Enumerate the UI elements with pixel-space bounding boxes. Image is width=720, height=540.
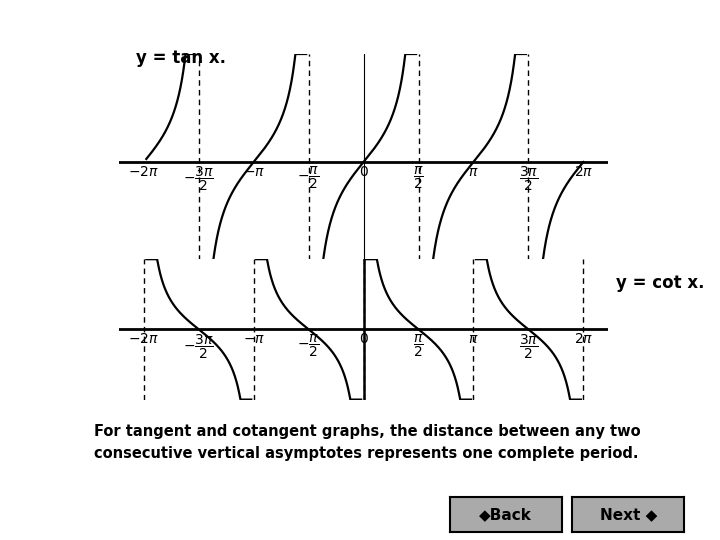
Text: y = cot x.: y = cot x.	[616, 274, 704, 293]
Text: ◆Back: ◆Back	[480, 507, 532, 522]
Text: For tangent and cotangent graphs, the distance between any two
consecutive verti: For tangent and cotangent graphs, the di…	[94, 424, 640, 461]
Text: Next ◆: Next ◆	[600, 507, 657, 522]
Text: y = tan x.: y = tan x.	[136, 49, 226, 66]
